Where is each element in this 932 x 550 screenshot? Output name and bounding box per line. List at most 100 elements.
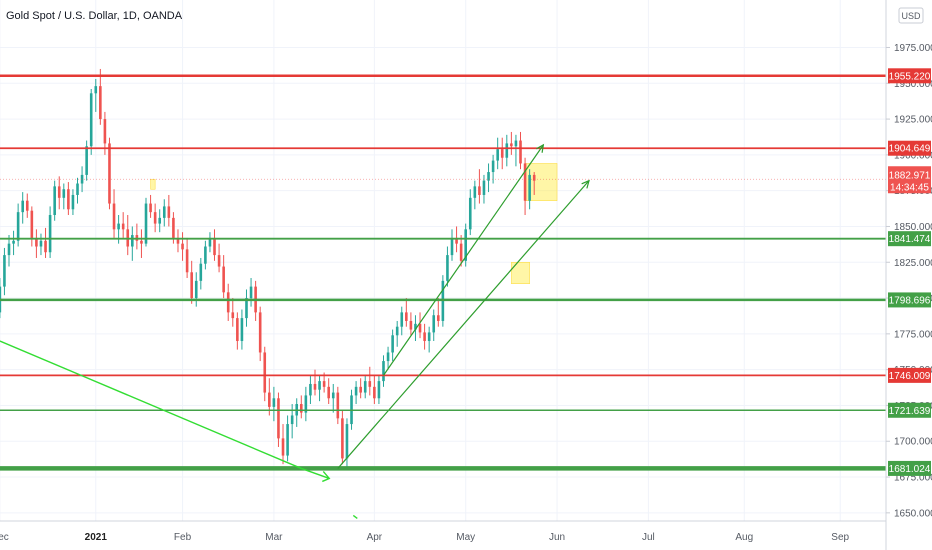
x-tick-label: Jul — [642, 532, 655, 543]
candle — [414, 315, 417, 342]
candle — [76, 177, 79, 204]
x-tick-label: Aug — [735, 532, 753, 543]
candle — [400, 306, 404, 336]
price-tag: 1721.639 — [888, 402, 931, 418]
candle — [473, 180, 477, 210]
x-tick-label: Jun — [549, 532, 565, 543]
candle — [121, 212, 125, 238]
candle — [80, 166, 84, 193]
candle — [491, 154, 495, 184]
candle — [249, 278, 253, 307]
candle — [213, 229, 216, 261]
candle — [281, 424, 285, 465]
channel-upper-line[interactable] — [383, 144, 544, 376]
candle — [523, 157, 527, 216]
candle — [89, 89, 93, 155]
chart-title: Gold Spot / U.S. Dollar, 1D, OANDA — [6, 10, 183, 22]
y-tick-label: 1700.000 — [894, 437, 932, 448]
candle — [25, 193, 29, 218]
candle — [309, 375, 312, 405]
down-trend-line[interactable] — [0, 340, 302, 470]
candle — [409, 312, 413, 336]
candle — [217, 243, 221, 273]
y-tick-label: 1650.000 — [894, 508, 932, 519]
price-tag-label: 1746.009 — [889, 371, 931, 382]
candle — [487, 163, 490, 193]
candle — [176, 229, 180, 253]
candle — [236, 312, 239, 350]
candle — [327, 378, 330, 405]
candle — [418, 312, 422, 339]
channel-lower-line[interactable] — [337, 180, 590, 469]
candle — [85, 140, 88, 181]
price-tag-label: 1681.024 — [889, 464, 931, 475]
price-tag: 1904.649 — [888, 140, 931, 156]
price-tag: 1955.220 — [888, 68, 931, 84]
candle — [331, 383, 335, 413]
down-trend-arrowhead — [322, 470, 331, 483]
time-axis[interactable]: Dec 2021 Feb Mar Apr May Jun Jul Aug Sep — [0, 532, 850, 543]
candle — [345, 418, 349, 468]
x-tick-label: Sep — [831, 532, 849, 543]
price-tag-label: 1904.649 — [889, 144, 931, 155]
candle — [299, 395, 303, 419]
candle — [423, 323, 426, 350]
candle — [272, 386, 276, 422]
candle — [436, 298, 440, 327]
candle — [359, 378, 362, 399]
candle — [450, 229, 454, 261]
candle — [7, 235, 11, 267]
y-tick-label: 1825.000 — [894, 258, 932, 269]
candle — [519, 131, 522, 170]
y-tick-label: 1850.000 — [894, 222, 932, 233]
trendline-layer — [0, 143, 590, 520]
candle — [62, 183, 66, 210]
highlight-box — [511, 262, 530, 284]
candle — [478, 169, 481, 204]
candle — [391, 329, 394, 362]
currency-button[interactable]: USD — [898, 7, 924, 24]
price-tag: 1681.024 — [888, 460, 931, 476]
x-tick-label: 2021 — [85, 532, 108, 543]
candle — [3, 247, 6, 296]
candle — [35, 229, 38, 258]
candle — [405, 298, 408, 327]
candle — [382, 355, 385, 387]
candle — [231, 298, 235, 327]
candle — [377, 375, 381, 405]
candle — [318, 375, 321, 402]
green-arrow-fragment — [352, 514, 358, 520]
candle — [468, 189, 472, 236]
candle — [94, 78, 98, 112]
candle — [363, 375, 367, 399]
candle — [158, 209, 162, 233]
down-trend-ray — [301, 467, 330, 480]
currency-label: USD — [901, 11, 921, 21]
x-tick-label: Apr — [367, 532, 383, 543]
candle — [185, 237, 189, 279]
candle — [149, 194, 152, 218]
candle — [386, 346, 390, 370]
candle — [354, 381, 358, 405]
candle — [258, 306, 262, 362]
candle — [30, 206, 34, 247]
candle — [167, 194, 171, 227]
channel-upper-arrowhead — [536, 143, 545, 153]
candle — [482, 174, 486, 204]
current-price-label: 1882.971 — [889, 170, 931, 181]
candle — [496, 137, 499, 170]
candle — [336, 386, 340, 425]
price-tags: 1955.220 1904.649 1841.474 1798.696 1746.009… — [888, 68, 931, 476]
candle — [500, 137, 504, 170]
candle — [204, 240, 207, 270]
price-tag-label: 1721.639 — [889, 406, 931, 417]
y-tick-label: 1925.000 — [894, 115, 932, 126]
candle — [528, 169, 531, 210]
candle — [190, 260, 193, 304]
candle — [459, 235, 463, 267]
candle — [245, 289, 248, 327]
candle — [532, 172, 536, 195]
price-tag-label: 1841.474 — [889, 234, 931, 245]
candle — [71, 189, 75, 216]
